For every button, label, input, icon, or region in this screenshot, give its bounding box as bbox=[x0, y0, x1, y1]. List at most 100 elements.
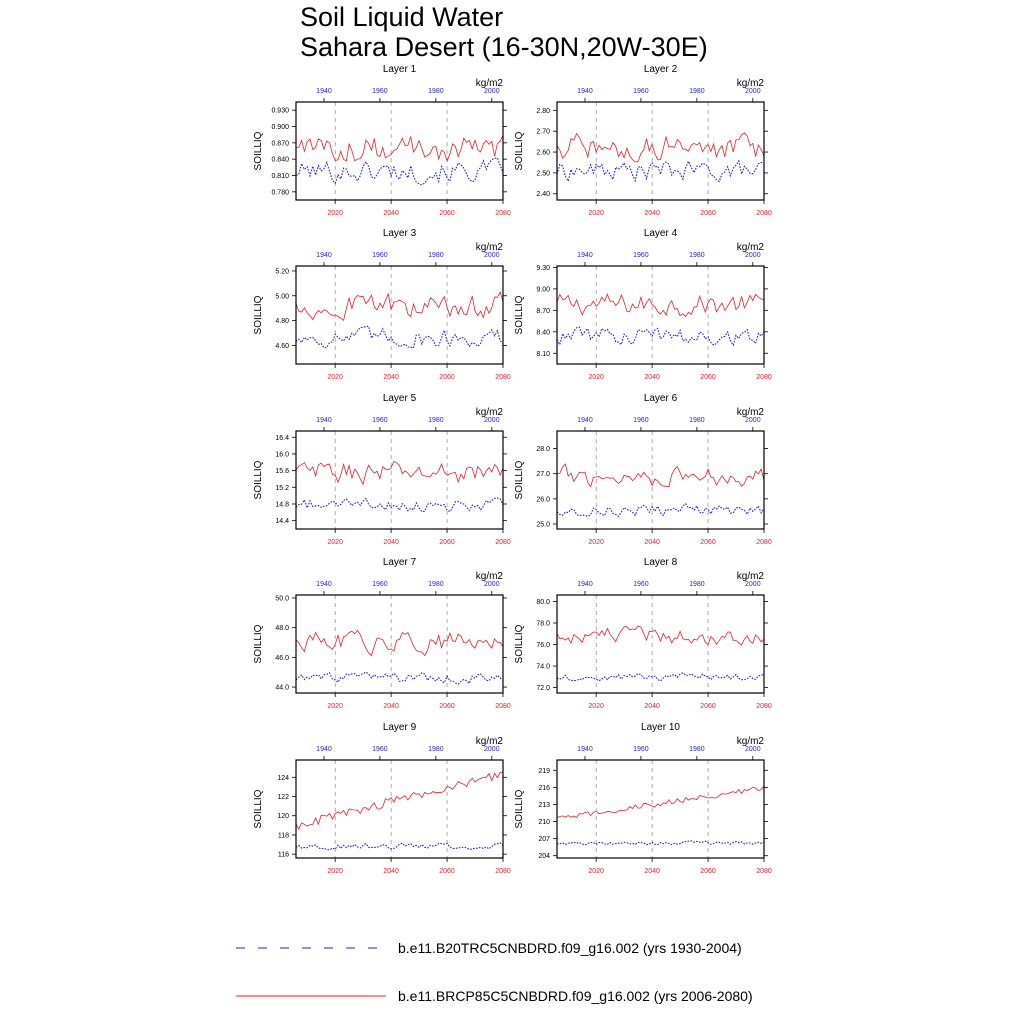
y-tick-label: 124 bbox=[277, 775, 289, 782]
panel-frame bbox=[295, 594, 504, 694]
bottom-tick-label: 2020 bbox=[588, 374, 604, 381]
y-tick-label: 48.0 bbox=[275, 625, 289, 632]
bottom-tick-label: 2060 bbox=[700, 703, 716, 710]
panel-title: Layer 9 bbox=[383, 722, 417, 733]
y-axis-label: SOILLIQ bbox=[253, 460, 264, 499]
bottom-tick-label: 2080 bbox=[756, 868, 772, 875]
bottom-tick-label: 2080 bbox=[756, 374, 772, 381]
y-tick-label: 25.0 bbox=[536, 521, 550, 528]
y-tick-label: 15.2 bbox=[275, 485, 289, 492]
panel-frame bbox=[556, 265, 765, 365]
bottom-tick-label: 2080 bbox=[756, 539, 772, 546]
y-axis-label: SOILLIQ bbox=[514, 131, 525, 170]
y-tick-label: 0.840 bbox=[271, 157, 289, 164]
bottom-tick-label: 2080 bbox=[495, 703, 511, 710]
y-axis-label: SOILLIQ bbox=[514, 460, 525, 499]
bottom-tick-label: 2020 bbox=[327, 868, 343, 875]
panel-6: Layer 6 kg/m2 SOILLIQ 1940 1960 1980 2000 2020 2… bbox=[514, 393, 772, 546]
series-future-line bbox=[295, 291, 504, 322]
top-tick-label: 1980 bbox=[428, 88, 444, 95]
series-historical-line bbox=[295, 157, 504, 186]
units-label: kg/m2 bbox=[737, 407, 765, 418]
top-tick-label: 1940 bbox=[316, 252, 332, 259]
series-historical-line bbox=[556, 672, 765, 682]
bottom-tick-label: 2040 bbox=[383, 374, 399, 381]
series-historical-line bbox=[295, 842, 504, 851]
series-future-line bbox=[556, 463, 765, 488]
top-tick-label: 2000 bbox=[484, 581, 500, 588]
y-axis-label: SOILLIQ bbox=[514, 624, 525, 663]
y-axis-label: SOILLIQ bbox=[514, 295, 525, 334]
panel-frame bbox=[295, 101, 504, 201]
series-historical-line bbox=[556, 503, 765, 518]
y-axis-label: SOILLIQ bbox=[253, 789, 264, 828]
top-tick-label: 1980 bbox=[689, 746, 705, 753]
panel-frame bbox=[295, 265, 504, 365]
y-tick-label: 8.10 bbox=[536, 351, 550, 358]
top-tick-label: 2000 bbox=[484, 252, 500, 259]
bottom-tick-label: 2020 bbox=[588, 703, 604, 710]
y-tick-label: 44.0 bbox=[275, 685, 289, 692]
top-tick-label: 1940 bbox=[316, 581, 332, 588]
y-tick-label: 0.930 bbox=[271, 108, 289, 115]
units-label: kg/m2 bbox=[476, 242, 504, 253]
panel-frame bbox=[556, 759, 765, 859]
y-tick-label: 0.870 bbox=[271, 140, 289, 147]
panel-title: Layer 1 bbox=[383, 64, 417, 75]
units-label: kg/m2 bbox=[737, 242, 765, 253]
bottom-tick-label: 2080 bbox=[495, 539, 511, 546]
y-tick-label: 2.50 bbox=[536, 170, 550, 177]
series-future-line bbox=[556, 625, 765, 646]
bottom-tick-label: 2040 bbox=[644, 868, 660, 875]
y-tick-label: 0.780 bbox=[271, 189, 289, 196]
title-line-2: Sahara Desert (16-30N,20W-30E) bbox=[300, 32, 708, 62]
bottom-tick-label: 2060 bbox=[439, 539, 455, 546]
units-label: kg/m2 bbox=[476, 407, 504, 418]
series-future-line bbox=[295, 771, 504, 831]
y-tick-label: 0.810 bbox=[271, 173, 289, 180]
series-future-line bbox=[295, 460, 504, 486]
bottom-tick-label: 2060 bbox=[700, 539, 716, 546]
figure-title: Soil Liquid Water Sahara Desert (16-30N,… bbox=[300, 2, 708, 62]
top-tick-label: 1980 bbox=[689, 417, 705, 424]
title-line-1: Soil Liquid Water bbox=[300, 2, 504, 32]
y-axis-label: SOILLIQ bbox=[253, 295, 264, 334]
y-tick-label: 76.0 bbox=[536, 642, 550, 649]
y-tick-label: 14.8 bbox=[275, 501, 289, 508]
top-tick-label: 2000 bbox=[745, 746, 761, 753]
y-tick-label: 16.4 bbox=[275, 435, 289, 442]
y-tick-label: 2.70 bbox=[536, 129, 550, 136]
units-label: kg/m2 bbox=[476, 736, 504, 747]
y-tick-label: 8.40 bbox=[536, 329, 550, 336]
units-label: kg/m2 bbox=[476, 78, 504, 89]
units-label: kg/m2 bbox=[737, 78, 765, 89]
top-tick-label: 2000 bbox=[745, 252, 761, 259]
y-axis-label: SOILLIQ bbox=[253, 624, 264, 663]
bottom-tick-label: 2080 bbox=[495, 210, 511, 217]
panel-9: Layer 9 kg/m2 SOILLIQ 1940 1960 1980 2000 2020 2… bbox=[253, 722, 511, 875]
y-tick-label: 2.60 bbox=[536, 150, 550, 157]
series-historical-line bbox=[556, 326, 765, 347]
panel-5: Layer 5 kg/m2 SOILLIQ 1940 1960 1980 2000 2020 2… bbox=[253, 393, 511, 546]
y-tick-label: 4.60 bbox=[275, 343, 289, 350]
legend-historical-label: b.e11.B20TRC5CNBDRD.f09_g16.002 (yrs 193… bbox=[398, 940, 742, 956]
y-tick-label: 46.0 bbox=[275, 655, 289, 662]
top-tick-label: 1960 bbox=[372, 581, 388, 588]
top-tick-label: 2000 bbox=[745, 88, 761, 95]
legend: b.e11.B20TRC5CNBDRD.f09_g16.002 (yrs 193… bbox=[236, 940, 753, 1004]
panel-title: Layer 2 bbox=[644, 64, 678, 75]
top-tick-label: 1960 bbox=[633, 88, 649, 95]
panel-title: Layer 6 bbox=[644, 393, 678, 404]
y-tick-label: 5.00 bbox=[275, 293, 289, 300]
units-label: kg/m2 bbox=[737, 571, 765, 582]
panel-8: Layer 8 kg/m2 SOILLIQ 1940 1960 1980 2000 2020 2… bbox=[514, 557, 772, 710]
y-tick-label: 2.40 bbox=[536, 191, 550, 198]
top-tick-label: 2000 bbox=[745, 417, 761, 424]
bottom-tick-label: 2060 bbox=[439, 703, 455, 710]
units-label: kg/m2 bbox=[737, 736, 765, 747]
y-tick-label: 78.0 bbox=[536, 621, 550, 628]
y-tick-label: 207 bbox=[538, 836, 550, 843]
y-tick-label: 14.4 bbox=[275, 518, 289, 525]
y-tick-label: 27.0 bbox=[536, 471, 550, 478]
